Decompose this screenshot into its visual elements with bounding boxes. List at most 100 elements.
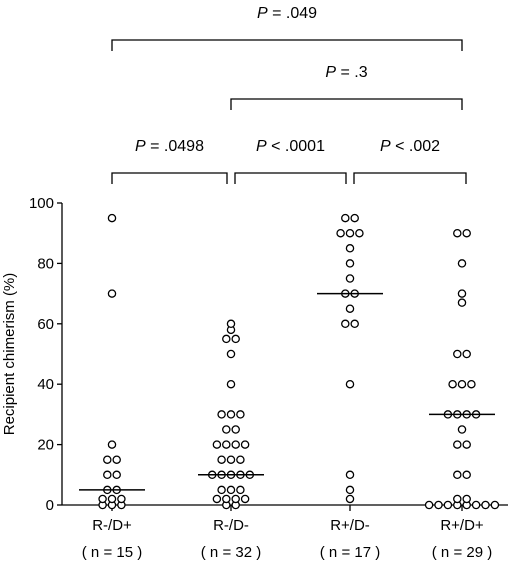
data-point [457, 379, 467, 389]
axes: 0 20 40 60 80 100 R-/D+ ( n = 15 ) R-/D- ( n = 32… [29, 195, 508, 561]
y-axis-label: Recipient chimerism (%) [1, 273, 18, 436]
p-symbol: P [257, 5, 268, 22]
data-point [443, 500, 453, 510]
data-point [350, 319, 359, 329]
p-symbol: P [380, 138, 391, 155]
y-tick-label: 60 [37, 316, 54, 333]
data-point [345, 228, 355, 238]
data-point [226, 410, 236, 419]
data-point [345, 470, 355, 480]
p-value-label: P < .0001 [256, 138, 325, 155]
data-point [240, 440, 250, 449]
group-n-label: ( n = 29 ) [432, 544, 492, 561]
data-point [212, 494, 222, 504]
data-point [231, 494, 240, 504]
data-point [231, 425, 240, 434]
data-point [226, 455, 236, 464]
y-tick-label: 40 [37, 376, 54, 393]
data-point [107, 494, 117, 504]
data-point [453, 349, 462, 359]
data-point [236, 485, 245, 495]
data-point [448, 379, 457, 389]
p-value-text: = .0498 [146, 138, 204, 155]
x-category-label: R+/D- [330, 517, 370, 534]
data-point [453, 494, 462, 504]
data-point [434, 500, 443, 510]
y-tick-label: 80 [37, 255, 54, 272]
data-point [462, 494, 471, 504]
data-point [453, 470, 462, 480]
p-value-text: < .0001 [267, 138, 325, 155]
data-point [212, 440, 222, 449]
group-n-label: ( n = 17 ) [320, 544, 380, 561]
significance-bracket [234, 172, 347, 184]
data-point [112, 455, 121, 464]
y-tick-label: 100 [29, 195, 54, 212]
data-point [98, 494, 107, 504]
data-point [355, 228, 364, 238]
data-point [217, 410, 226, 419]
significance-bracket [230, 98, 463, 110]
data-point [453, 440, 462, 449]
p-symbol: P [135, 138, 146, 155]
significance-bracket [353, 172, 467, 184]
data-point [226, 349, 236, 359]
data-point [107, 213, 117, 223]
p-value-text: = .049 [268, 5, 317, 22]
data-point [462, 349, 471, 359]
y-tick-label: 20 [37, 437, 54, 454]
p-value-text: = .3 [336, 64, 368, 81]
data-point [226, 319, 236, 329]
p-symbol: P [325, 64, 336, 81]
data-point [222, 334, 231, 344]
data-point [222, 440, 231, 449]
data-point [467, 379, 476, 389]
data-point [345, 274, 355, 283]
x-category-label: R-/D- [213, 517, 249, 534]
p-value-label: P = .3 [325, 64, 367, 81]
data-point [336, 228, 345, 238]
data-point [490, 500, 500, 510]
p-value-text: < .002 [391, 138, 440, 155]
significance-bracket [111, 39, 463, 51]
data-point [481, 500, 490, 510]
data-point [107, 289, 117, 298]
data-point [457, 259, 467, 268]
y-tick-label: 0 [46, 497, 54, 514]
x-category-label: R+/D+ [440, 517, 484, 534]
data-point [457, 425, 467, 434]
data-point [236, 410, 245, 419]
p-value-label: P = .049 [257, 5, 317, 22]
p-value-label: P = .0498 [135, 138, 204, 155]
data-point [453, 228, 462, 238]
data-point [350, 213, 359, 223]
data-point [345, 485, 355, 495]
data-point [345, 244, 355, 253]
data-point [341, 319, 350, 329]
data-point [222, 494, 231, 504]
data-point [236, 455, 245, 464]
data-point [471, 500, 481, 510]
data-point [226, 379, 236, 389]
data-point [226, 485, 236, 495]
data-point [462, 470, 471, 480]
data-point [103, 455, 112, 464]
data-point [240, 494, 250, 504]
group-n-label: ( n = 32 ) [201, 544, 261, 561]
data-point [217, 455, 226, 464]
data-point [341, 213, 350, 223]
p-value-label: P < .002 [380, 138, 440, 155]
data-point [457, 298, 467, 307]
data-point [345, 259, 355, 268]
data-point [457, 289, 467, 298]
data-point [462, 440, 471, 449]
data-point [107, 440, 117, 449]
data-point [462, 228, 471, 238]
data-point [345, 304, 355, 313]
data-point [231, 440, 240, 449]
data-point [424, 500, 434, 510]
data-point [222, 425, 231, 434]
data-point [231, 334, 240, 344]
